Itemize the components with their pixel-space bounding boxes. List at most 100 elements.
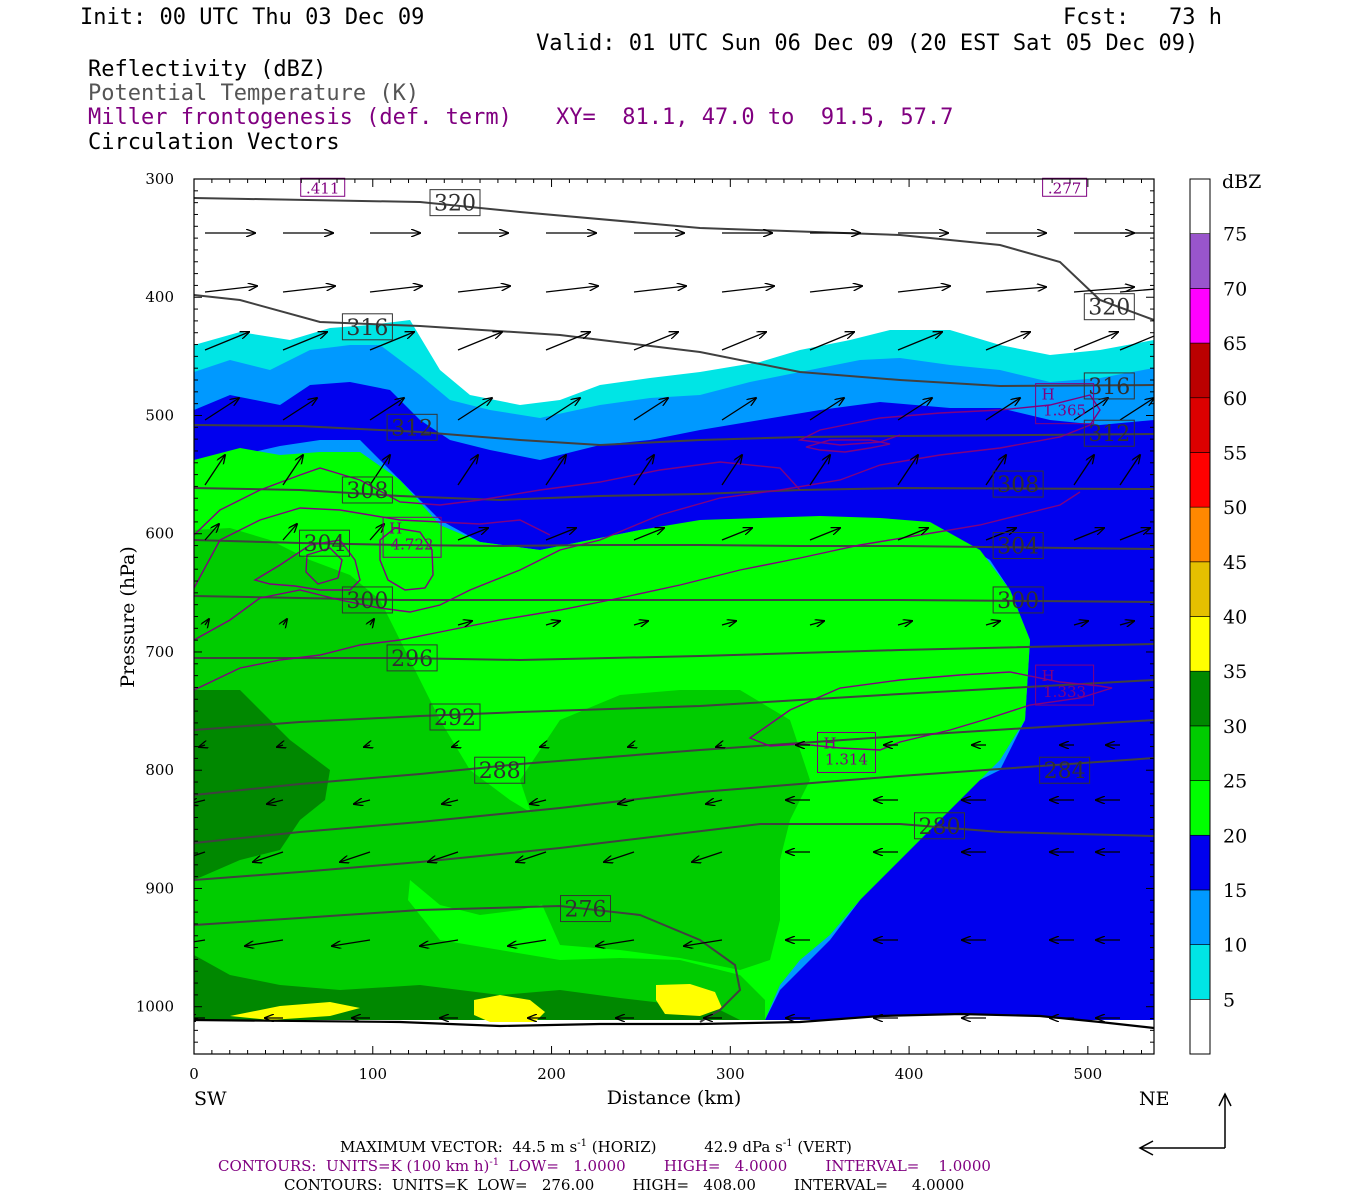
theta-labels: 320 320 316 316 312 312 308 308 304 304 300 300 296 2… [299, 189, 1135, 923]
circulation-vector [253, 851, 284, 862]
y-tick-label: 500 [145, 406, 174, 424]
circulation-vector [1073, 621, 1088, 625]
colorbar-unit: dBZ [1222, 171, 1261, 193]
circulation-vector [545, 286, 598, 293]
colorbar-swatch [1189, 561, 1211, 617]
dbz-25-region-b [520, 690, 810, 970]
circulation-vector [194, 800, 206, 804]
svg-text:H: H [389, 519, 402, 537]
svg-text:.277: .277 [1048, 179, 1081, 197]
circulation-vector [897, 286, 950, 293]
circulation-vector [1073, 398, 1108, 421]
colorbar-label: 55 [1223, 442, 1247, 464]
svg-text:308: 308 [346, 479, 388, 504]
circulation-vector [332, 939, 371, 946]
colorbar-swatch [1189, 342, 1211, 399]
theta-label: 304 [992, 532, 1044, 560]
field-circulation-vectors: Circulation Vectors [88, 130, 340, 155]
circulation-vector [628, 745, 634, 747]
svg-text:1.365: 1.365 [1043, 402, 1086, 420]
field-frontogenesis: Miller frontogenesis (def. term) [88, 105, 512, 130]
circulation-vector [457, 398, 492, 421]
reflectivity-fill [194, 179, 1154, 1054]
svg-text:304: 304 [304, 532, 346, 557]
y-tick-label: 800 [145, 761, 174, 779]
colorbar-frame [1189, 178, 1211, 1055]
theta-label: 308 [992, 470, 1044, 498]
circulation-vector [1119, 455, 1140, 486]
circulation-vector [369, 286, 422, 293]
svg-text:308: 308 [997, 473, 1039, 498]
y-tick-label: 300 [145, 170, 174, 188]
colorbar-label: 70 [1223, 278, 1247, 300]
circulation-vector [1073, 528, 1104, 541]
svg-text:300: 300 [997, 589, 1039, 614]
circulation-vector [809, 398, 844, 421]
colorbar-label: 60 [1223, 388, 1247, 410]
svg-text:312: 312 [391, 416, 433, 441]
circulation-vector [545, 398, 580, 421]
frontogenesis-label: H1.314 [817, 731, 877, 773]
dbz-35-region-b [656, 984, 722, 1016]
colorbar-label: 15 [1223, 880, 1247, 902]
circulation-vector [721, 398, 756, 421]
x-tick-label: 200 [537, 1065, 566, 1083]
dbz-15-region [194, 382, 1154, 1020]
circulation-vector [277, 745, 283, 747]
colorbar-swatch [1189, 834, 1211, 891]
svg-text:300: 300 [346, 589, 388, 614]
svg-text:276: 276 [565, 898, 607, 923]
colorbar-swatch [1189, 178, 1211, 234]
circulation-vector [633, 528, 664, 541]
circulation-vector [1073, 287, 1134, 293]
theta-label: 316 [341, 313, 393, 341]
circulation-vector [692, 851, 723, 862]
svg-text:H: H [1042, 667, 1055, 685]
circulation-vector [369, 524, 384, 541]
colorbar-swatch [1189, 288, 1211, 344]
theta-label: 284 [1039, 756, 1091, 784]
theta-label: 276 [560, 895, 612, 923]
svg-text:312: 312 [1088, 422, 1130, 447]
dbz-35-region-c [230, 1002, 360, 1020]
circulation-vector [633, 332, 678, 351]
colorbar-label: 35 [1223, 661, 1247, 683]
theta-label: 308 [341, 476, 393, 504]
svg-text:1.314: 1.314 [825, 750, 868, 768]
svg-text:304: 304 [997, 535, 1039, 560]
colorbar-label: 45 [1223, 552, 1247, 574]
circulation-vector [267, 800, 284, 804]
frontogenesis-label: H1.365 [1035, 383, 1095, 425]
circulation-vector [633, 398, 668, 421]
svg-text:H: H [824, 734, 837, 752]
circulation-vector [283, 619, 287, 625]
circulation-vector [618, 800, 635, 804]
colorbar-label: 25 [1223, 771, 1247, 793]
theta-label: 280 [913, 812, 965, 840]
theta-label: 316 [1083, 372, 1135, 400]
colorbar-swatch [1189, 506, 1211, 563]
theta-label: 296 [386, 644, 438, 672]
circulation-vector [897, 621, 912, 625]
y-tick-label: 700 [145, 643, 174, 661]
y-tick-label: 400 [145, 288, 174, 306]
circulation-vector [457, 332, 502, 351]
circulation-vector [985, 398, 1020, 421]
theta-label: 320 [429, 189, 481, 217]
dbz-30-region [194, 690, 330, 880]
circulation-vector [370, 619, 374, 625]
circulation-vector [596, 939, 635, 946]
circulation-vector [985, 621, 1000, 625]
circulation-vector [545, 332, 590, 351]
svg-text:316: 316 [1088, 375, 1130, 400]
svg-text:284: 284 [1044, 759, 1086, 784]
circulation-vector [721, 332, 766, 351]
circulation-vector [282, 524, 297, 541]
colorbar-label: 50 [1223, 497, 1247, 519]
colorbar-label: 65 [1223, 333, 1247, 355]
circulation-vector [530, 800, 547, 804]
circulation-vector [204, 286, 257, 293]
circulation-vector [897, 398, 932, 421]
